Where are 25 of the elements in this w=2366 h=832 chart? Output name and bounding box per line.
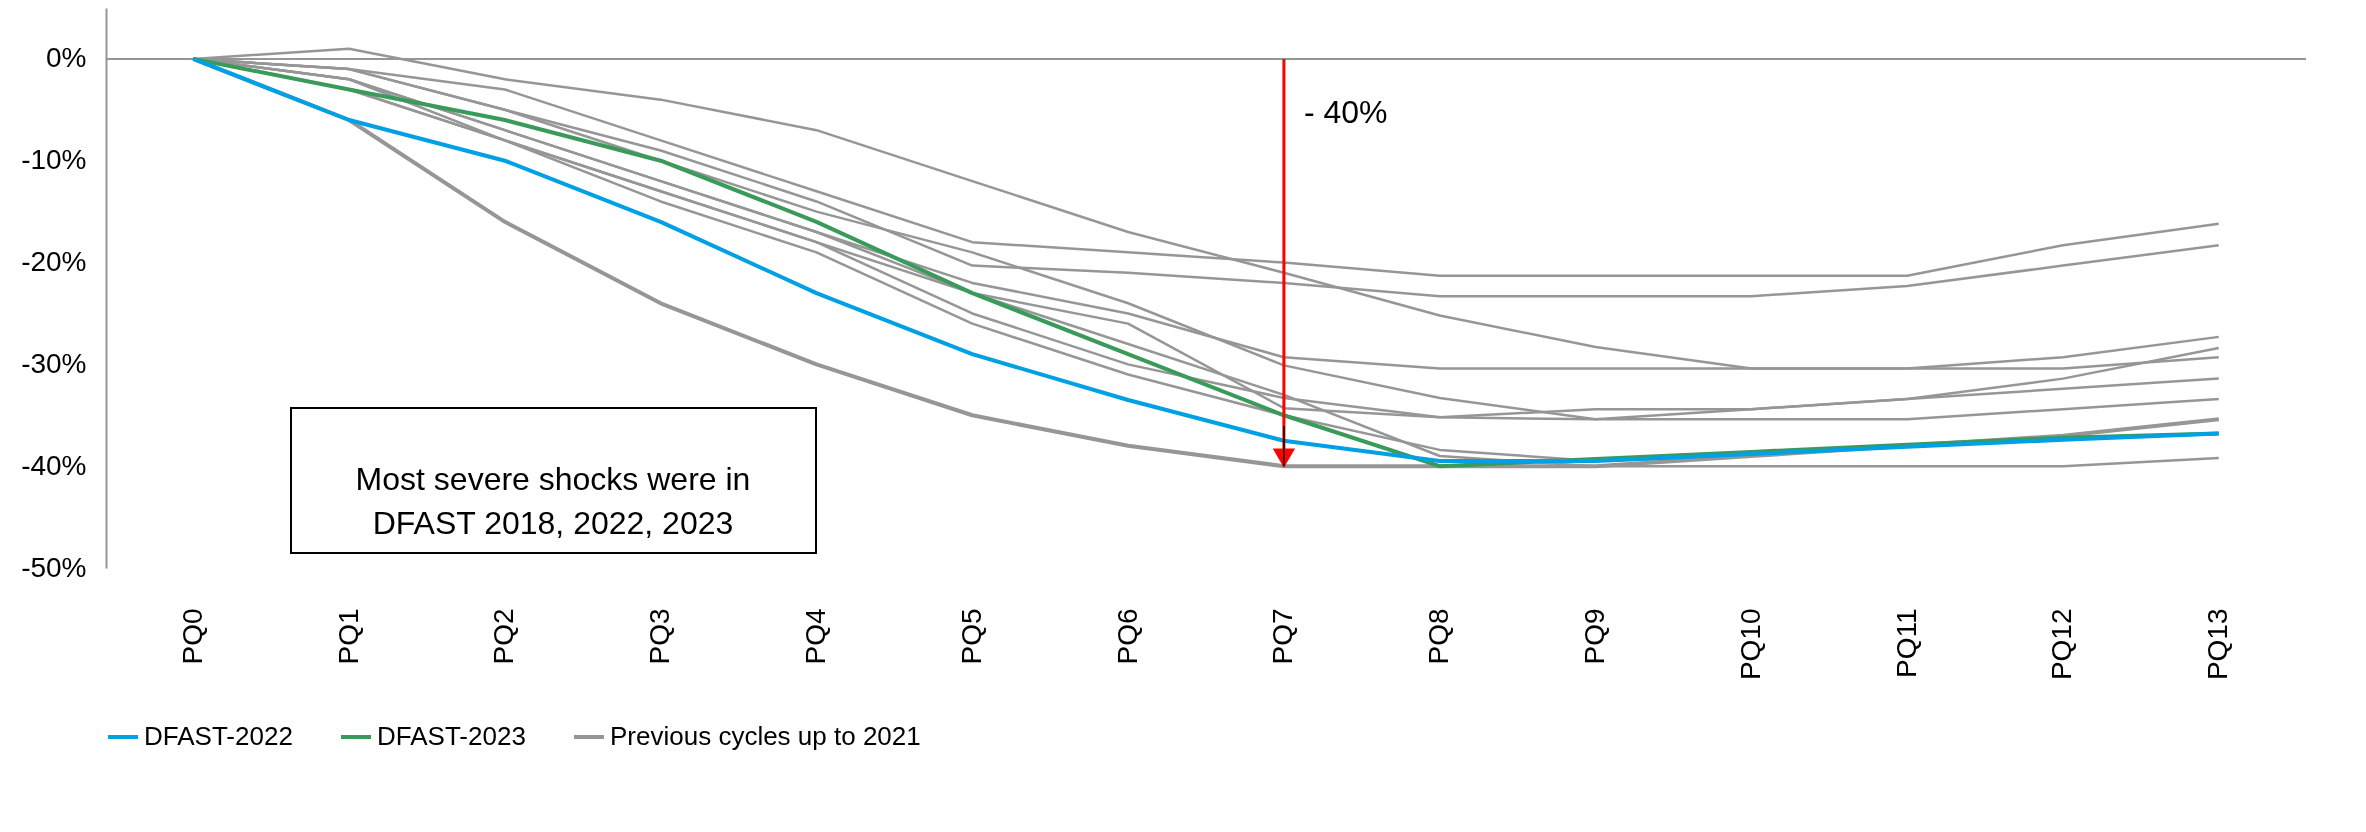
x-tick-label: PQ2 — [488, 608, 520, 665]
x-tick-label: PQ5 — [955, 608, 987, 665]
annotation: - 40% — [1303, 94, 1388, 130]
x-tick-label: PQ12 — [2046, 608, 2078, 681]
x-tick-label: PQ11 — [1890, 608, 1922, 679]
legend-label: DFAST-2022 — [144, 721, 293, 751]
x-tick-label: PQ9 — [1579, 608, 1611, 665]
x-tick-label: PQ7 — [1267, 608, 1299, 665]
x-tick-label: PQ3 — [644, 608, 676, 665]
y-tick-label: -40% — [21, 449, 87, 481]
y-tick-label: -20% — [21, 246, 87, 278]
x-tick-label: PQ8 — [1423, 608, 1455, 665]
y-tick-label: -50% — [21, 551, 87, 583]
x-tick-label: PQ1 — [332, 608, 364, 665]
x-tick-label: PQ0 — [176, 608, 208, 665]
y-tick-label: 0% — [46, 42, 87, 74]
y-tick-label: -30% — [21, 347, 87, 379]
x-tick-label: PQ6 — [1111, 608, 1143, 665]
annotation: Most severe shocks were in DFAST 2018, 2022, 2023 — [355, 461, 751, 541]
x-tick-label: PQ10 — [1734, 608, 1766, 681]
y-tick-label: -10% — [21, 144, 87, 176]
legend-label: DFAST-2023 — [377, 721, 526, 751]
x-tick-label: PQ13 — [2202, 608, 2234, 681]
x-tick-label: PQ4 — [799, 608, 831, 665]
legend-label: Previous cycles up to 2021 — [610, 721, 921, 751]
